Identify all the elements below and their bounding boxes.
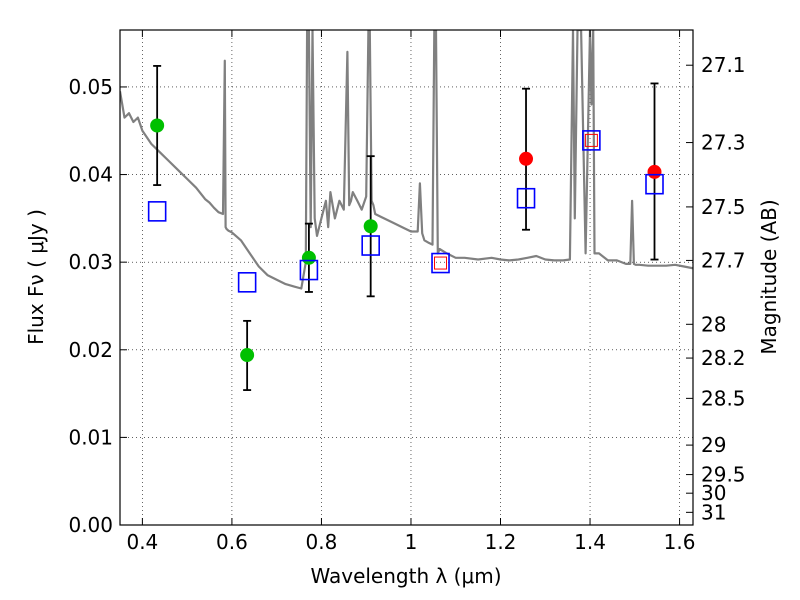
data-point-square xyxy=(645,173,664,195)
data-point-circle xyxy=(363,219,378,234)
x-tick-label: 1.6 xyxy=(664,530,696,554)
right-axis-label: Magnitude (AB) xyxy=(757,199,781,354)
data-point-square xyxy=(431,252,450,274)
data-point-square xyxy=(147,201,167,222)
data-point-square xyxy=(361,235,380,256)
data-point-circle xyxy=(301,250,316,265)
model-spectrum-line xyxy=(120,30,693,290)
data-point-circle xyxy=(519,151,534,166)
plot-series xyxy=(120,30,693,391)
x-tick-label: 1 xyxy=(405,530,418,554)
x-axis-label: Wavelength λ (μm) xyxy=(310,564,501,588)
data-point-square xyxy=(584,133,598,147)
plot-frame xyxy=(119,29,694,526)
data-point-square xyxy=(516,187,536,209)
data-point-square xyxy=(237,272,257,293)
right-tick-label: 31 xyxy=(701,500,726,524)
x-tick-label: 0.8 xyxy=(306,530,338,554)
right-tick-label: 28.2 xyxy=(701,346,746,370)
data-point-circle xyxy=(150,118,165,133)
y-tick-label: 0.00 xyxy=(68,513,113,537)
y-tick-label: 0.04 xyxy=(68,163,113,187)
right-tick-label: 28.5 xyxy=(701,386,746,410)
data-point-circle xyxy=(240,348,255,363)
right-tick-label: 29 xyxy=(701,433,726,457)
y-axis-label: Flux Fν ( μJy ) xyxy=(24,209,48,345)
data-point-square xyxy=(299,259,319,281)
right-tick-label: 30 xyxy=(701,481,726,505)
x-tick-label: 0.6 xyxy=(216,530,248,554)
grid xyxy=(120,30,693,526)
data-point-circle xyxy=(647,164,662,179)
data-point-square xyxy=(582,130,601,151)
y-tick-label: 0.03 xyxy=(68,250,113,274)
y-tick-label: 0.01 xyxy=(68,425,113,449)
data-point-square xyxy=(434,256,448,270)
right-tick-label: 27.1 xyxy=(701,53,746,77)
right-tick-label: 27.3 xyxy=(701,131,746,155)
y-tick-label: 0.05 xyxy=(68,75,113,99)
right-tick-label: 27.7 xyxy=(701,248,746,272)
x-tick-label: 0.4 xyxy=(126,530,158,554)
right-tick-label: 29.5 xyxy=(701,463,746,487)
right-tick-label: 28 xyxy=(701,312,726,336)
x-tick-label: 1.2 xyxy=(485,530,517,554)
x-tick-label: 1.4 xyxy=(574,530,606,554)
y-tick-label: 0.02 xyxy=(68,338,113,362)
right-tick-label: 27.5 xyxy=(701,195,746,219)
axis-ticks: 0.4 0.6 0.8 1 1.2 1.4 1.6 0.00 0.01 0.02 0.03 0.04 0… xyxy=(68,30,746,554)
